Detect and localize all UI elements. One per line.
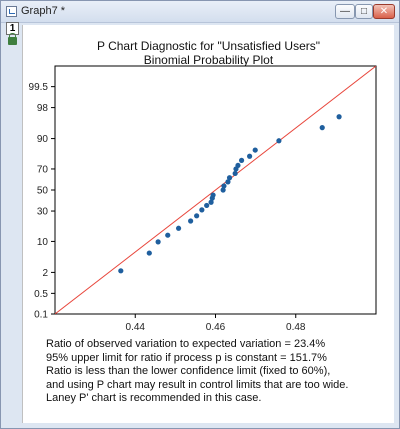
data-point[interactable]	[235, 162, 241, 169]
data-point[interactable]	[155, 239, 161, 245]
note-line: Ratio of observed variation to expected …	[46, 338, 326, 350]
data-point[interactable]	[208, 199, 214, 205]
data-point[interactable]	[165, 232, 171, 238]
y-tick-label: 70	[37, 164, 49, 175]
data-point[interactable]	[232, 170, 238, 177]
window-title: Graph7 *	[21, 5, 66, 17]
chart-title: P Chart Diagnostic for "Unsatisfied User…	[96, 39, 321, 53]
note-line: Ratio is less than the lower confidence …	[46, 365, 331, 378]
data-point[interactable]	[146, 250, 152, 256]
data-point[interactable]	[220, 187, 226, 193]
data-point[interactable]	[247, 153, 253, 159]
maximize-button[interactable]: □	[355, 4, 373, 19]
data-point[interactable]	[118, 268, 124, 274]
x-tick-label: 0.48	[286, 322, 306, 333]
data-point[interactable]	[252, 147, 258, 153]
data-point[interactable]	[221, 183, 227, 189]
data-point[interactable]	[204, 202, 210, 209]
data-point[interactable]	[226, 175, 233, 181]
x-tick-label: 0.44	[126, 322, 146, 333]
y-tick-label: 2	[42, 268, 48, 279]
data-point[interactable]	[336, 114, 342, 120]
layer-tab[interactable]: 1	[6, 22, 19, 35]
data-point[interactable]	[175, 225, 182, 231]
y-tick-label: 10	[37, 237, 49, 248]
note-line: Laney P' chart is recommended in this ca…	[46, 392, 262, 405]
data-point[interactable]	[210, 192, 216, 198]
note-line: and using P chart may result in control …	[46, 378, 349, 391]
data-point[interactable]	[319, 125, 325, 131]
minimize-button[interactable]: —	[335, 4, 355, 19]
close-button[interactable]: ✕	[373, 4, 395, 19]
data-point[interactable]	[276, 138, 282, 144]
y-tick-label: 98	[37, 103, 49, 114]
probability-plot[interactable]: 0.1 0.5 2 10 30 50 70 90 98 99.5 0.44 0.46 0.48	[23, 25, 395, 335]
y-tick-label: 0.1	[34, 310, 48, 321]
graph-page: P Chart Diagnostic for "Unsatisfied User…	[22, 25, 394, 423]
data-point[interactable]	[225, 179, 231, 185]
y-tick-label: 90	[37, 134, 49, 145]
y-tick-label: 50	[37, 186, 49, 197]
note-line: 95% upper limit for ratio if process p i…	[46, 351, 327, 364]
data-point[interactable]	[188, 218, 194, 224]
y-tick-label: 30	[37, 207, 49, 218]
data-point[interactable]	[238, 157, 245, 163]
diagnostic-notes: Ratio of observed variation to expected …	[46, 338, 386, 406]
title-bar[interactable]: Graph7 * — □ ✕	[1, 1, 399, 23]
data-point[interactable]	[194, 213, 200, 219]
y-tick-label: 99.5	[29, 82, 49, 93]
data-point[interactable]	[199, 207, 205, 213]
reference-line	[55, 66, 376, 314]
y-tick-label: 0.5	[34, 289, 48, 300]
x-tick-label: 0.46	[206, 322, 226, 333]
chart-subtitle: Binomial Probability Plot	[143, 53, 274, 67]
lock-icon[interactable]	[8, 33, 17, 45]
graph-icon	[6, 6, 17, 17]
